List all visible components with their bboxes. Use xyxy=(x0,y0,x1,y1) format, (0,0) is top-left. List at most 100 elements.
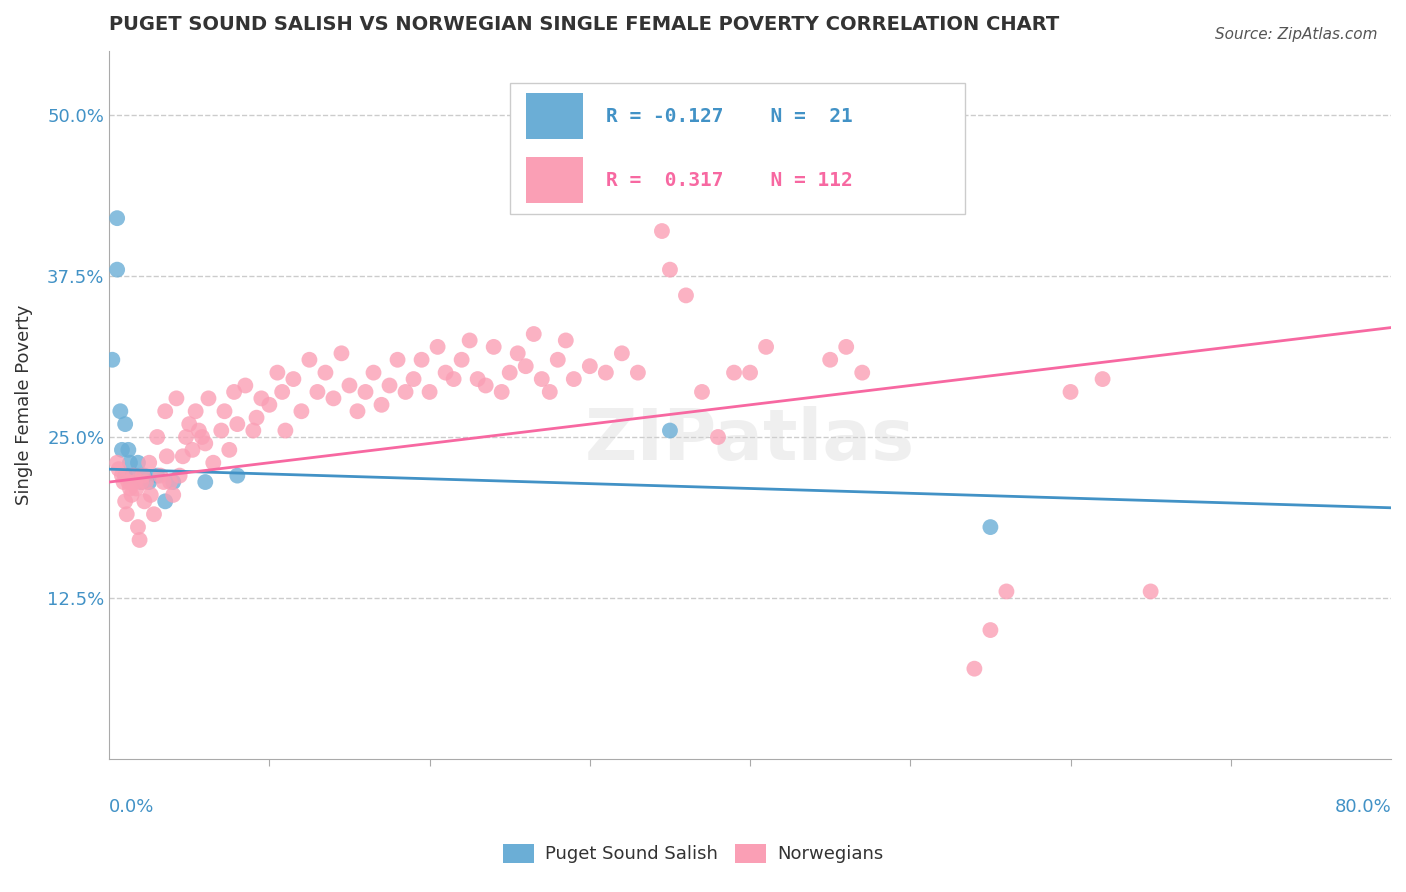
Point xyxy=(979,520,1001,534)
Text: 80.0%: 80.0% xyxy=(1334,797,1391,815)
Point xyxy=(233,378,256,392)
Point xyxy=(224,384,246,399)
Point xyxy=(242,424,264,438)
Point xyxy=(963,662,986,676)
Point xyxy=(378,378,401,392)
Point xyxy=(898,108,921,122)
Point xyxy=(226,468,249,483)
Point xyxy=(179,417,201,431)
Point xyxy=(411,352,433,367)
Point xyxy=(402,372,425,386)
Point xyxy=(595,366,617,380)
Point xyxy=(755,340,778,354)
Point xyxy=(450,352,472,367)
Point xyxy=(245,410,267,425)
Point xyxy=(387,352,409,367)
Point xyxy=(112,475,135,489)
Point xyxy=(135,475,157,489)
FancyBboxPatch shape xyxy=(510,83,966,214)
Point xyxy=(118,456,141,470)
Point xyxy=(218,442,240,457)
Point xyxy=(105,456,128,470)
Point xyxy=(152,475,174,489)
Point xyxy=(114,494,136,508)
Point xyxy=(146,430,169,444)
Point xyxy=(111,468,134,483)
Point xyxy=(172,450,194,464)
Point xyxy=(132,468,155,483)
Point xyxy=(658,262,681,277)
Point xyxy=(651,224,673,238)
Point xyxy=(162,475,184,489)
Point xyxy=(515,359,537,374)
Point xyxy=(979,623,1001,637)
Text: ZIPatlas: ZIPatlas xyxy=(585,406,915,475)
Point xyxy=(474,378,496,392)
Text: 0.0%: 0.0% xyxy=(110,797,155,815)
Point xyxy=(149,468,172,483)
Point xyxy=(115,507,138,521)
Point xyxy=(194,436,217,450)
Point xyxy=(290,404,312,418)
Point xyxy=(125,482,148,496)
Point xyxy=(1059,384,1081,399)
Point xyxy=(394,384,416,399)
Point xyxy=(101,352,124,367)
Point xyxy=(658,424,681,438)
Point xyxy=(995,584,1018,599)
Point xyxy=(107,462,129,476)
Point xyxy=(105,262,128,277)
Point xyxy=(675,288,697,302)
Point xyxy=(165,392,187,406)
Point xyxy=(322,392,344,406)
Point xyxy=(114,417,136,431)
Point xyxy=(191,430,214,444)
Point xyxy=(523,326,546,341)
Point xyxy=(307,384,329,399)
Point xyxy=(723,366,745,380)
Point xyxy=(283,372,305,386)
Point xyxy=(139,488,162,502)
Point xyxy=(915,134,938,148)
Point xyxy=(643,198,665,212)
Point xyxy=(111,442,134,457)
Point xyxy=(127,456,149,470)
Text: R = -0.127    N =  21: R = -0.127 N = 21 xyxy=(606,107,853,126)
Point xyxy=(458,334,481,348)
Point xyxy=(370,398,392,412)
Point xyxy=(426,340,449,354)
Point xyxy=(128,533,150,547)
Point xyxy=(134,494,156,508)
Point xyxy=(339,378,361,392)
Point xyxy=(363,366,385,380)
Point xyxy=(214,404,236,418)
Point xyxy=(129,475,152,489)
Point xyxy=(506,346,529,360)
Y-axis label: Single Female Poverty: Single Female Poverty xyxy=(15,305,32,505)
Point xyxy=(330,346,353,360)
Point xyxy=(209,424,232,438)
Point xyxy=(117,475,139,489)
Point xyxy=(138,456,160,470)
Point xyxy=(146,468,169,483)
Text: R =  0.317    N = 112: R = 0.317 N = 112 xyxy=(606,170,853,189)
Point xyxy=(1091,372,1114,386)
Point xyxy=(1139,584,1161,599)
Point xyxy=(818,352,841,367)
Point xyxy=(162,488,184,502)
Point xyxy=(707,430,730,444)
Point xyxy=(159,475,181,489)
Point xyxy=(124,475,146,489)
Point xyxy=(467,372,489,386)
Point xyxy=(547,352,569,367)
Point xyxy=(250,392,273,406)
Text: Source: ZipAtlas.com: Source: ZipAtlas.com xyxy=(1215,27,1378,42)
Text: Norwegians: Norwegians xyxy=(776,845,883,863)
Point xyxy=(274,424,297,438)
Point xyxy=(169,468,191,483)
Point xyxy=(187,424,209,438)
Point xyxy=(202,456,225,470)
Point xyxy=(226,417,249,431)
Point xyxy=(174,430,197,444)
Point xyxy=(579,359,602,374)
